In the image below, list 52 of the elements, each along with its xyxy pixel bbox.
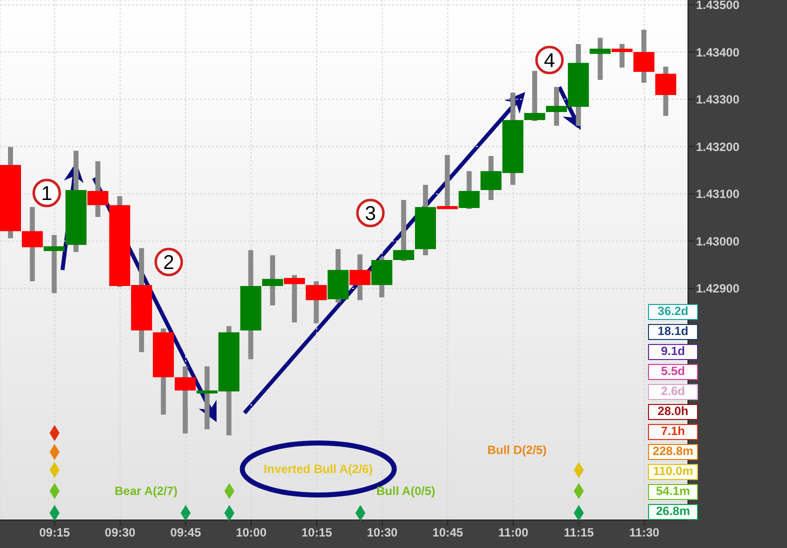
x-tick-label: 11:15 bbox=[564, 526, 594, 540]
annotation: 110.0m bbox=[648, 464, 698, 480]
candlestick bbox=[612, 44, 633, 68]
y-tick-label: 1.43000 bbox=[696, 234, 740, 248]
annotation: 36.2d bbox=[648, 304, 698, 320]
annotation: 1 bbox=[41, 183, 52, 205]
annotation: 18.1d bbox=[648, 324, 698, 340]
x-tick-label: 11:30 bbox=[629, 526, 660, 540]
candlestick bbox=[174, 366, 196, 434]
x-tick-label: 10:00 bbox=[236, 526, 267, 540]
annotation: 54.1m bbox=[648, 484, 698, 500]
annotation: Bull A(0/5) bbox=[376, 484, 436, 498]
candlestick bbox=[306, 281, 327, 324]
candlestick bbox=[22, 207, 43, 282]
y-tick-label: 1.43200 bbox=[696, 140, 740, 154]
candlestick bbox=[633, 30, 654, 83]
annotation: Bear A(2/7) bbox=[114, 484, 178, 498]
annotation: 2.6d bbox=[648, 384, 698, 400]
annotation: 228.8m bbox=[648, 444, 698, 460]
candlestick bbox=[393, 200, 414, 261]
candlestick bbox=[458, 171, 480, 209]
y-tick-label: 1.43100 bbox=[696, 187, 740, 202]
annotation: Inverted Bull A(2/6) bbox=[264, 462, 373, 476]
annotation: 3 bbox=[364, 203, 376, 225]
candlestick bbox=[524, 70, 546, 122]
candlestick bbox=[655, 66, 676, 116]
candlestick bbox=[590, 38, 611, 80]
y-tick-label: 1.42900 bbox=[696, 282, 740, 296]
y-tick-label: 1.43500 bbox=[696, 0, 740, 12]
y-tick-label: 1.43300 bbox=[696, 92, 740, 107]
y-tick-label: 1.43400 bbox=[696, 45, 740, 60]
x-tick-label: 11:00 bbox=[498, 526, 529, 540]
x-tick-label: 10:30 bbox=[366, 526, 398, 540]
candlestick bbox=[349, 254, 370, 300]
x-tick-label: 10:45 bbox=[432, 526, 464, 540]
annotation: 7.1h bbox=[648, 424, 698, 440]
annotation: Bull D(2/5) bbox=[487, 443, 547, 457]
annotation: 2 bbox=[163, 252, 174, 274]
x-tick-label: 09:15 bbox=[39, 526, 70, 540]
annotation: 5.5d bbox=[648, 364, 698, 380]
x-tick-label: 09:30 bbox=[104, 526, 136, 540]
candlestick bbox=[87, 161, 108, 217]
candlestick bbox=[44, 234, 65, 294]
candlestick bbox=[436, 155, 458, 210]
x-tick-label: 09:45 bbox=[170, 526, 202, 540]
annotation: 4 bbox=[544, 50, 556, 72]
annotation: 28.0h bbox=[648, 404, 698, 420]
annotation: 26.8m bbox=[648, 504, 698, 520]
candlestick bbox=[262, 255, 284, 306]
candlestick bbox=[284, 275, 305, 322]
annotation: 9.1d bbox=[648, 344, 698, 360]
x-tick-label: 10:15 bbox=[301, 526, 332, 540]
